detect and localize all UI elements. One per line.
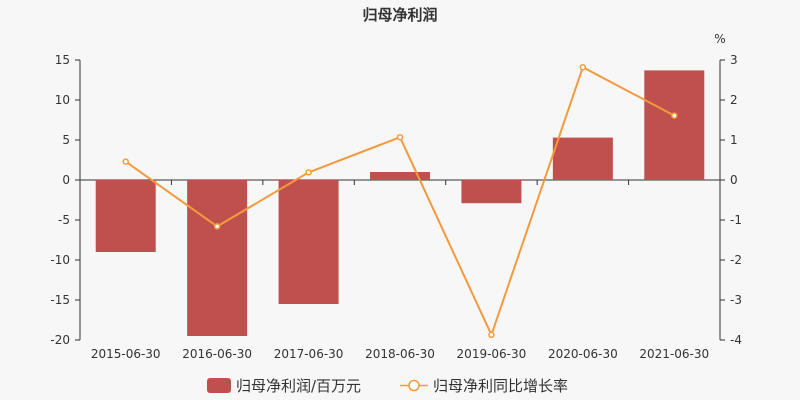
x-tick-label: 2021-06-30 <box>639 347 709 361</box>
left-tick-label: -5 <box>58 213 70 227</box>
right-tick-label: 0 <box>730 173 738 187</box>
left-tick-label: -20 <box>50 333 70 347</box>
chart-title: 归母净利润 <box>362 6 437 24</box>
x-tick-label: 2019-06-30 <box>457 347 527 361</box>
bar <box>95 180 156 252</box>
right-tick-label: 3 <box>730 53 738 67</box>
line-point <box>213 223 221 230</box>
left-tick-label: 10 <box>55 93 70 107</box>
bar <box>461 180 522 204</box>
left-tick-label: -15 <box>50 293 70 307</box>
line-point <box>305 169 312 176</box>
legend-line-label: 归母净利同比增长率 <box>433 377 568 395</box>
legend-bar-swatch <box>207 378 231 393</box>
right-tick-label: -3 <box>730 293 742 307</box>
line-point <box>671 112 678 119</box>
x-tick-label: 2016-06-30 <box>182 347 252 361</box>
bar <box>370 172 430 180</box>
bar <box>552 137 613 180</box>
right-tick-label: 1 <box>730 133 738 147</box>
bar-series <box>95 70 705 336</box>
right-tick-label: 2 <box>730 93 738 107</box>
line-point <box>122 158 129 165</box>
legend-bar-label: 归母净利润/百万元 <box>236 377 361 395</box>
left-tick-label: -10 <box>50 253 70 267</box>
right-tick-label: -2 <box>730 253 742 267</box>
x-tick-label: 2018-06-30 <box>365 347 435 361</box>
bar <box>278 180 339 304</box>
legend-line-marker <box>408 379 420 392</box>
line-series <box>122 63 678 339</box>
right-tick-label: -1 <box>730 213 742 227</box>
x-tick-label: 2015-06-30 <box>91 347 161 361</box>
left-tick-label: 15 <box>55 53 70 67</box>
line-point <box>488 331 495 339</box>
x-tick-label: 2017-06-30 <box>274 347 344 361</box>
left-tick-label: 5 <box>62 133 70 147</box>
bar <box>644 70 705 180</box>
right-tick-label: -4 <box>730 333 742 347</box>
right-axis-unit: % <box>714 32 725 46</box>
bar <box>187 180 248 336</box>
left-tick-label: 0 <box>62 173 70 187</box>
legend: 归母净利润/百万元 归母净利同比增长率 <box>207 377 568 395</box>
x-tick-label: 2020-06-30 <box>548 347 618 361</box>
line-point <box>396 133 404 141</box>
line-point <box>579 63 587 71</box>
